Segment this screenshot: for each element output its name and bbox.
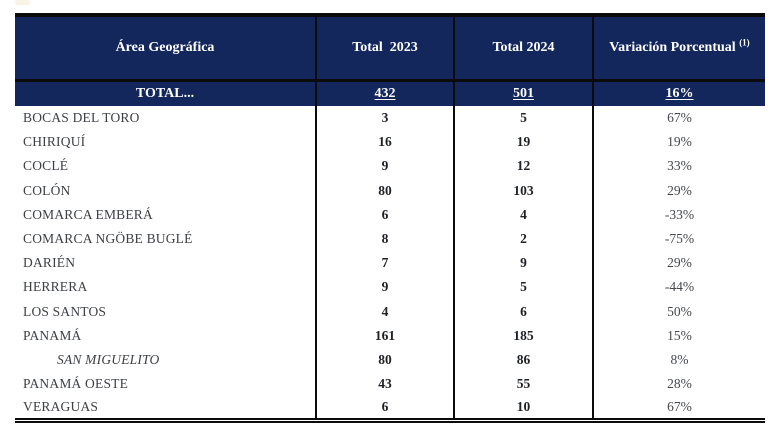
total-2023-value: 432 <box>374 85 396 101</box>
table-row: COCLÉ 9 12 33% <box>15 154 765 179</box>
table-row: LOS SANTOS 4 6 50% <box>15 299 765 324</box>
variacion-cell: 67% <box>667 399 692 415</box>
value-2024-cell: 103 <box>454 178 594 203</box>
value-2024-cell: 86 <box>454 347 594 373</box>
total-variacion-cell: 16% <box>593 78 765 106</box>
total-row: TOTAL... 432 501 16% <box>15 78 765 106</box>
table-row: PANAMÁ OESTE 43 55 28% <box>15 372 765 397</box>
table-row: SAN MIGUELITO 80 86 8% <box>15 347 765 373</box>
variacion-cell: 19% <box>667 134 692 150</box>
table-row: VERAGUAS 6 10 67% <box>15 396 765 421</box>
area-label-cell: HERRERA <box>15 275 317 300</box>
area-label-cell: COMARCA EMBERÁ <box>15 202 317 227</box>
value-2023-cell: 4 <box>316 299 455 324</box>
value-2023-cell: 6 <box>316 396 455 421</box>
value-2024-cell: 5 <box>454 275 594 300</box>
total-2024-value: 501 <box>513 85 534 101</box>
area-label-cell: PANAMÁ <box>15 323 317 348</box>
variacion-cell: 29% <box>667 255 692 271</box>
value-2024-cell: 12 <box>454 154 594 179</box>
value-2023-cell: 9 <box>316 275 455 300</box>
footnote-marker: (1) <box>739 37 750 48</box>
table-row: HERRERA 9 5 -44% <box>15 275 765 300</box>
variacion-cell: 33% <box>667 158 692 174</box>
area-label-cell: VERAGUAS <box>15 396 317 421</box>
area-label-cell: DARIÉN <box>15 251 317 276</box>
value-2023-cell: 161 <box>316 323 455 348</box>
value-2024-cell: 9 <box>454 251 594 276</box>
header-variacion-label: Variación Porcentual <box>609 39 740 55</box>
value-2024-cell: 55 <box>454 372 594 397</box>
header-cell-total-2024: Total 2024 <box>454 15 594 80</box>
table-row: CHIRIQUÍ 16 19 19% <box>15 130 765 155</box>
value-2023-cell: 6 <box>316 202 455 227</box>
area-label-cell: COLÓN <box>15 178 317 203</box>
variacion-cell: 15% <box>667 327 692 343</box>
area-label-cell: CHIRIQUÍ <box>15 130 317 155</box>
value-2024-cell: 6 <box>454 299 594 324</box>
total-2023-cell: 432 <box>316 78 455 106</box>
value-2023-cell: 7 <box>316 251 455 276</box>
page-edge-artifact <box>15 0 30 5</box>
area-label-cell: LOS SANTOS <box>15 299 317 324</box>
variacion-cell: -44% <box>664 279 695 295</box>
area-label-cell: SAN MIGUELITO <box>15 347 317 373</box>
table-header: Área Geográfica Total 2023 Total 2024 Va… <box>15 15 765 106</box>
value-2024-cell: 10 <box>454 396 594 421</box>
variacion-cell: -33% <box>664 206 695 222</box>
header-cell-total-2023: Total 2023 <box>316 15 455 80</box>
variacion-cell: 67% <box>667 110 692 126</box>
variacion-cell: 29% <box>667 182 692 198</box>
total-2024-cell: 501 <box>454 78 594 106</box>
value-2024-cell: 2 <box>454 226 594 252</box>
value-2024-cell: 4 <box>454 202 594 227</box>
area-label-cell: PANAMÁ OESTE <box>15 372 317 397</box>
value-2024-cell: 19 <box>454 130 594 155</box>
value-2023-cell: 43 <box>316 372 455 397</box>
value-2023-cell: 3 <box>316 106 455 131</box>
table-body: BOCAS DEL TORO 3 5 67% CHIRIQUÍ 16 19 19… <box>15 106 765 421</box>
value-2024-cell: 5 <box>454 106 594 131</box>
table-row: COLÓN 80 103 29% <box>15 178 765 203</box>
header-row: Área Geográfica Total 2023 Total 2024 Va… <box>15 15 765 80</box>
statistics-table: Área Geográfica Total 2023 Total 2024 Va… <box>15 13 765 423</box>
area-label-cell: COCLÉ <box>15 154 317 179</box>
variacion-cell: 28% <box>667 376 692 392</box>
total-variacion-value: 16% <box>665 85 694 101</box>
value-2023-cell: 9 <box>316 154 455 179</box>
value-2023-cell: 80 <box>316 178 455 203</box>
value-2023-cell: 8 <box>316 226 455 252</box>
header-cell-area: Área Geográfica <box>15 15 317 80</box>
area-label-cell: COMARCA NGÖBE BUGLÉ <box>15 226 317 252</box>
value-2023-cell: 80 <box>316 347 455 373</box>
value-2023-cell: 16 <box>316 130 455 155</box>
table-row: COMARCA EMBERÁ 6 4 -33% <box>15 202 765 227</box>
header-cell-variacion: Variación Porcentual (1) <box>593 15 765 80</box>
table-row: BOCAS DEL TORO 3 5 67% <box>15 106 765 131</box>
variacion-cell: 8% <box>670 351 689 367</box>
value-2024-cell: 185 <box>454 323 594 348</box>
area-label-cell: BOCAS DEL TORO <box>15 106 317 131</box>
total-label-cell: TOTAL... <box>15 78 317 106</box>
table-row: DARIÉN 7 9 29% <box>15 251 765 276</box>
variacion-cell: -75% <box>664 231 695 247</box>
variacion-cell: 50% <box>667 303 692 319</box>
table-row: PANAMÁ 161 185 15% <box>15 323 765 348</box>
table-row: COMARCA NGÖBE BUGLÉ 8 2 -75% <box>15 226 765 252</box>
